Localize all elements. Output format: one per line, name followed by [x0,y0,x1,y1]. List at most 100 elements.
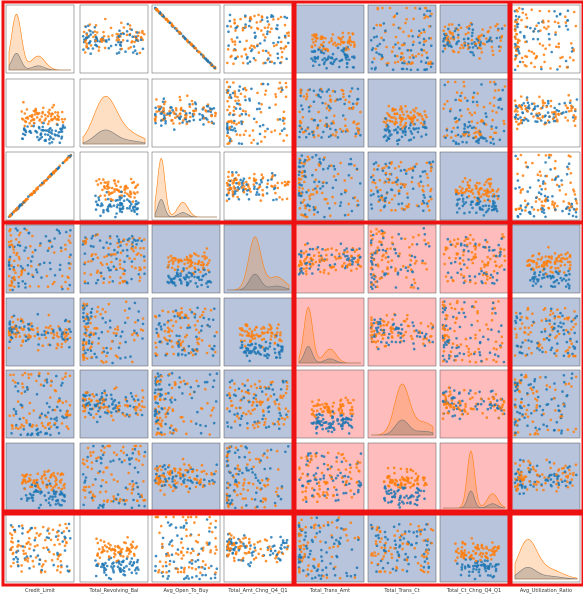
scatter-point [154,341,157,345]
scatter-point [530,8,533,11]
scatter-point [457,142,461,146]
scatter-point [185,273,188,277]
scatter-point [456,28,460,32]
scatter-point [514,104,518,108]
scatter-point [139,38,143,42]
scatter-point [503,85,507,88]
scatter-point [412,17,415,21]
scatter-point [566,9,570,12]
scatter-point [471,100,475,104]
scatter-point [27,256,30,260]
scatter-point [515,316,519,320]
scatter-point [525,316,528,319]
scatter-point [496,271,499,275]
scatter-point [28,121,32,125]
scatter-point [89,331,92,335]
scatter-point [56,167,60,170]
scatter-point [420,114,423,118]
scatter-point [197,342,200,346]
scatter-point [334,44,338,47]
scatter-point [128,307,131,310]
scatter-point [254,352,258,355]
scatter-point [91,257,95,261]
scatter-point [344,124,347,127]
panel-3-2 [166,247,213,289]
scatter-point [492,142,496,146]
scatter-point [557,45,560,49]
scatter-point [197,276,200,280]
scatter-point [7,260,11,264]
scatter-point [421,117,424,121]
scatter-point [181,121,184,124]
scatter-point [99,194,102,198]
scatter-point [313,118,317,122]
scatter-point [208,259,211,262]
scatter-point [484,281,487,285]
scatter-point [355,123,359,126]
scatter-point [467,258,470,261]
scatter-point [333,167,337,171]
scatter-point [340,49,344,52]
scatter-point [61,274,64,278]
scatter-point [407,34,411,38]
scatter-point [411,54,414,57]
panel-background [511,224,581,294]
scatter-point [231,171,234,174]
scatter-point [390,331,394,334]
scatter-point [564,59,568,63]
scatter-point [532,30,535,33]
scatter-point [116,180,120,183]
scatter-point [185,267,189,270]
scatter-point [225,199,229,203]
scatter-point [18,257,21,261]
scatter-point [410,180,414,184]
scatter-point [445,360,449,363]
scatter-point [99,38,103,41]
scatter-point [375,186,378,189]
scatter-point [115,205,119,209]
scatter-point [344,254,347,258]
scatter-point [468,46,471,49]
scatter-point [202,316,206,320]
scatter-point [53,274,57,277]
scatter-point [245,183,248,186]
scatter-point [236,188,239,192]
scatter-point [482,335,485,339]
scatter-point [553,167,557,170]
scatter-point [328,94,332,98]
scatter-point [319,119,322,122]
scatter-point [47,326,50,330]
scatter-point [260,15,264,19]
scatter-point [442,359,445,363]
scatter-point [158,105,162,108]
scatter-point [564,193,568,196]
scatter-point [369,189,373,192]
scatter-point [176,342,179,345]
scatter-point [182,119,185,122]
scatter-point [255,326,258,329]
scatter-point [416,130,420,134]
scatter-point [523,104,527,108]
scatter-point [278,353,281,356]
scatter-point [238,103,242,106]
scatter-point [545,174,549,178]
scatter-point [400,207,404,210]
scatter-point [555,108,559,112]
scatter-point [27,333,31,337]
scatter-point [423,344,427,348]
scatter-point [540,346,544,350]
scatter-point [471,46,475,49]
scatter-point [240,186,244,189]
scatter-point [554,270,558,273]
scatter-point [256,91,259,95]
scatter-point [297,253,301,256]
scatter-point [21,132,25,136]
scatter-point [399,182,403,186]
scatter-point [474,44,477,47]
scatter-point [446,237,450,241]
scatter-point [538,95,541,99]
scatter-point [421,170,425,173]
scatter-point [461,140,464,144]
scatter-point [119,244,122,247]
scatter-point [553,315,557,318]
